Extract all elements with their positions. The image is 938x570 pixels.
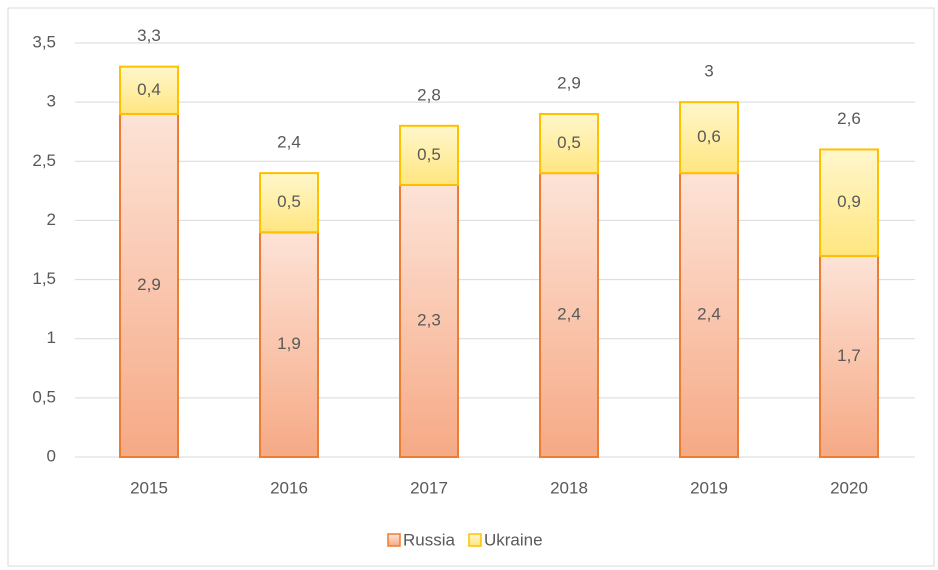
legend-label: Russia <box>403 530 456 549</box>
bar-segment <box>399 124 459 186</box>
data-label: 0,5 <box>557 133 581 152</box>
y-tick-label: 2 <box>47 210 56 229</box>
data-label: 0,4 <box>137 80 161 99</box>
bar-segment <box>539 112 599 175</box>
data-label: 0,9 <box>837 192 861 211</box>
x-tick-label: 2016 <box>270 478 308 497</box>
total-label: 2,6 <box>837 109 861 128</box>
bar-segment <box>119 65 179 115</box>
y-tick-label: 0 <box>47 446 56 465</box>
legend-swatch <box>468 533 482 547</box>
x-tick-label: 2017 <box>410 478 448 497</box>
data-label: 0,6 <box>697 127 721 146</box>
data-label: 1,7 <box>837 346 861 365</box>
total-label: 2,9 <box>557 73 581 92</box>
y-tick-label: 2,5 <box>32 151 56 170</box>
bar-segment <box>679 172 739 458</box>
x-tick-label: 2020 <box>830 478 868 497</box>
y-tick-label: 3,5 <box>32 32 56 51</box>
x-tick-label: 2015 <box>130 478 168 497</box>
x-tick-label: 2019 <box>690 478 728 497</box>
bar-segment <box>679 101 739 175</box>
bar-segment <box>119 112 179 458</box>
bar-segment <box>819 148 879 257</box>
total-label: 3 <box>704 62 713 81</box>
total-label: 2,4 <box>277 133 301 152</box>
y-tick-label: 3 <box>47 92 56 111</box>
data-label: 0,5 <box>417 145 441 164</box>
data-label: 2,4 <box>697 305 721 324</box>
data-label: 0,5 <box>277 192 301 211</box>
x-tick-label: 2018 <box>550 478 588 497</box>
legend-label: Ukraine <box>484 530 543 549</box>
data-label: 2,4 <box>557 305 581 324</box>
bar-segment <box>259 172 319 234</box>
y-tick-label: 1 <box>47 328 56 347</box>
bar-segment <box>819 254 879 458</box>
bar-segment <box>539 172 599 458</box>
y-tick-label: 0,5 <box>32 387 56 406</box>
legend-swatch <box>387 533 401 547</box>
data-label: 2,3 <box>417 310 441 329</box>
total-label: 3,3 <box>137 26 161 45</box>
data-label: 1,9 <box>277 334 301 353</box>
data-label: 2,9 <box>137 275 161 294</box>
y-tick-label: 1,5 <box>32 269 56 288</box>
total-label: 2,8 <box>417 85 441 104</box>
